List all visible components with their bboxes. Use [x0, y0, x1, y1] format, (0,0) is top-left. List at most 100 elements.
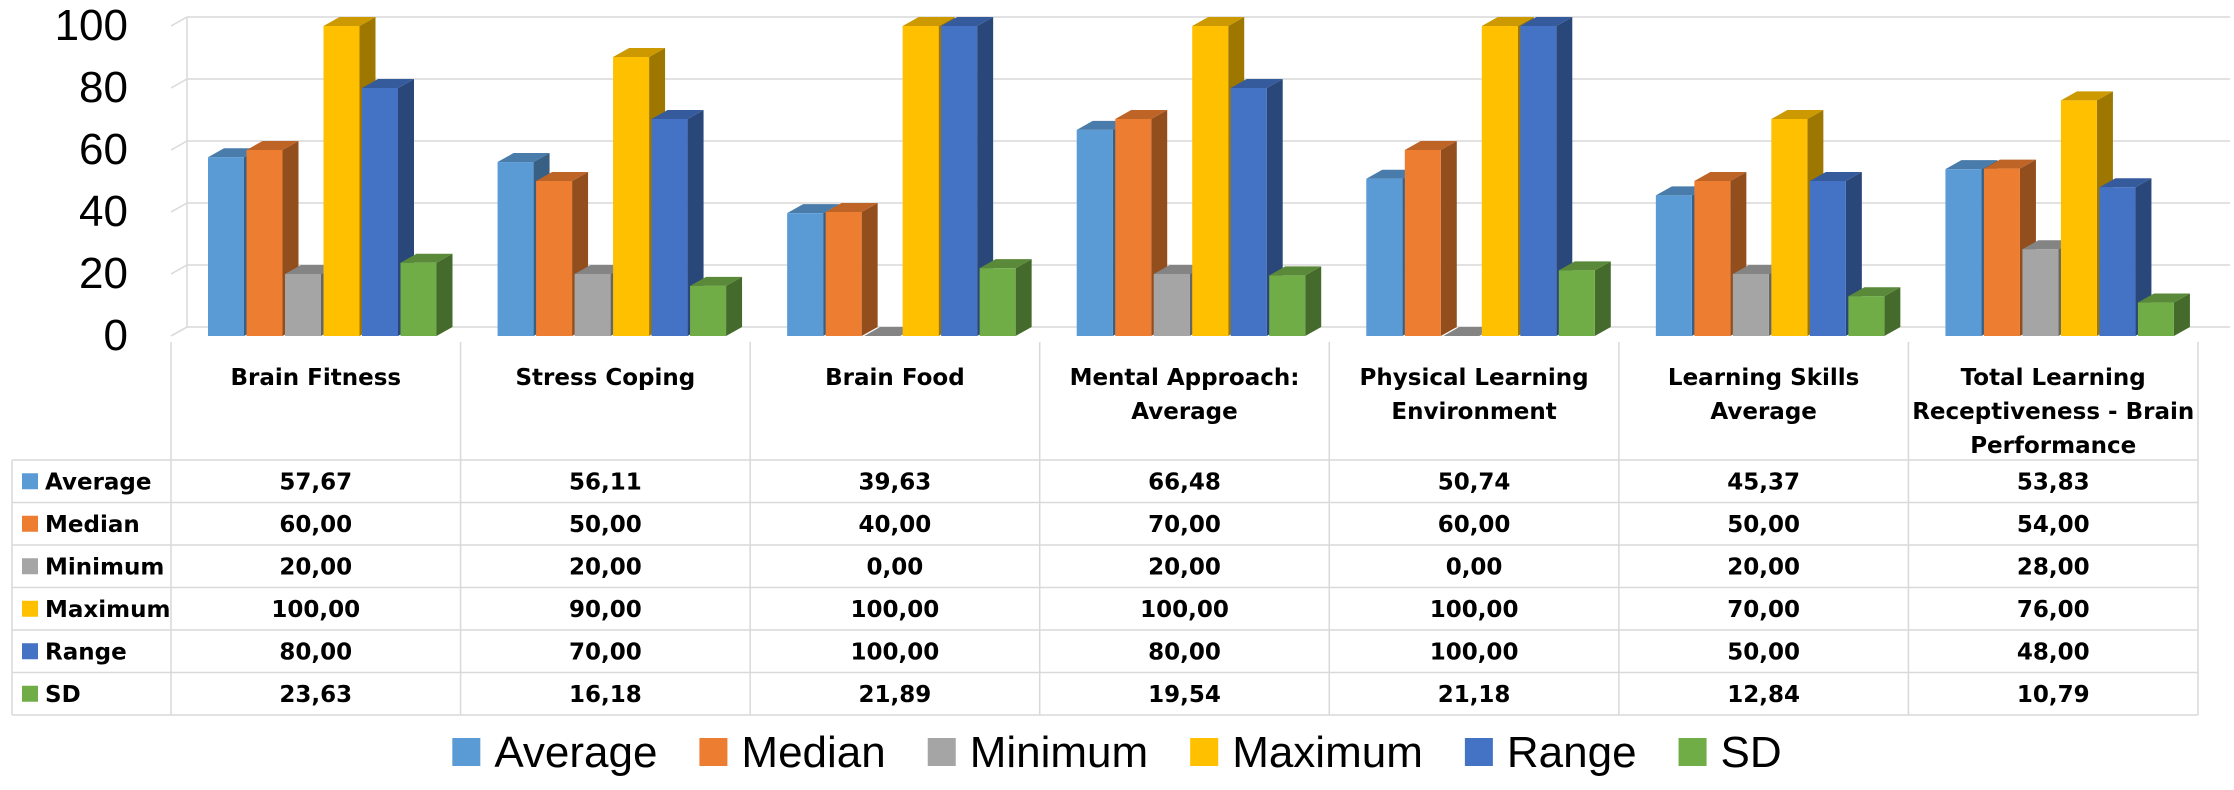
table-cell: 19,54 — [1148, 682, 1221, 708]
bar-median-5 — [1404, 141, 1457, 336]
table-row-key — [22, 558, 38, 575]
category-label: Stress Coping — [515, 365, 695, 391]
bar-range-6 — [1809, 172, 1862, 336]
gridline-depth — [170, 140, 188, 151]
y-tick-label: 40 — [79, 187, 128, 236]
table-cell: 20,00 — [279, 554, 352, 580]
legend-item-range: Range — [1464, 728, 1637, 777]
bar-range-5 — [1520, 17, 1573, 336]
bar-sd-7 — [2137, 293, 2190, 336]
y-tick-label: 0 — [104, 311, 128, 360]
legend-swatch — [452, 738, 481, 766]
table-cell: 21,18 — [1438, 682, 1511, 708]
legend-item-sd: SD — [1678, 728, 1782, 777]
legend-label: Average — [494, 728, 657, 777]
table-cell: 70,00 — [1727, 597, 1800, 623]
table-cell: 28,00 — [2017, 554, 2090, 580]
bar-sd-2 — [690, 276, 743, 336]
table-cell: 40,00 — [859, 512, 932, 538]
table-cell: 100,00 — [851, 639, 940, 665]
bars — [208, 17, 2190, 337]
legend: Average Median Minimum Maximum Range SD — [452, 728, 1782, 777]
table-cell: 21,89 — [859, 682, 932, 708]
bar-sd-1 — [400, 253, 453, 336]
legend-label: Maximum — [1232, 728, 1423, 777]
table-cell: 50,00 — [1727, 512, 1800, 538]
table-cell: 57,67 — [279, 469, 352, 495]
legend-label: Range — [1507, 728, 1637, 777]
table-cell: 100,00 — [271, 597, 360, 623]
gridline-depth — [170, 202, 188, 213]
bar-range-7 — [2099, 178, 2152, 336]
legend-label: Median — [741, 728, 885, 777]
table-cell: 50,00 — [1727, 639, 1800, 665]
y-tick-label: 60 — [79, 125, 128, 174]
table-cell: 100,00 — [1140, 597, 1229, 623]
table-row-label: Range — [45, 639, 127, 665]
table-cell: 80,00 — [1148, 639, 1221, 665]
table-row-key — [22, 473, 38, 490]
bar-range-3 — [941, 17, 994, 336]
table-cell: 0,00 — [867, 554, 924, 580]
category-label: Mental Approach: Average — [1070, 365, 1300, 425]
table-cell: 50,00 — [569, 512, 642, 538]
table-cell: 70,00 — [1148, 512, 1221, 538]
gridline-depth — [170, 16, 188, 27]
table-cell: 20,00 — [1148, 554, 1221, 580]
table-cell: 20,00 — [569, 554, 642, 580]
table-cell: 10,79 — [2017, 682, 2090, 708]
bar-range-2 — [651, 110, 704, 336]
bar-sd-6 — [1848, 287, 1901, 336]
bar-median-3 — [825, 203, 878, 336]
legend-item-minimum: Minimum — [927, 728, 1148, 777]
legend-label: Minimum — [970, 728, 1148, 777]
table-cell: 66,48 — [1148, 469, 1221, 495]
floor-edge — [170, 326, 188, 337]
table-row-label: Median — [45, 512, 140, 538]
gridline-depth — [170, 78, 188, 89]
table-row-label: Average — [45, 469, 152, 495]
y-tick-label: 100 — [55, 1, 128, 50]
category-label: Brain Fitness — [230, 365, 401, 391]
table-cell: 100,00 — [1430, 639, 1519, 665]
table-row-label: Minimum — [45, 554, 164, 580]
legend-swatch — [1678, 738, 1707, 766]
bar-median-2 — [536, 172, 589, 336]
table-cell: 16,18 — [569, 682, 642, 708]
table-cell: 70,00 — [569, 639, 642, 665]
y-axis: 0 20 40 60 80 100 — [55, 1, 128, 360]
table-cell: 0,00 — [1446, 554, 1503, 580]
y-tick-label: 80 — [79, 63, 128, 112]
table-cell: 48,00 — [2017, 639, 2090, 665]
legend-swatch — [927, 738, 956, 766]
table-row-label: Maximum — [45, 597, 170, 623]
legend-swatch — [1464, 738, 1493, 766]
table-cell: 56,11 — [569, 469, 642, 495]
table-cell: 45,37 — [1727, 469, 1800, 495]
table-cell: 20,00 — [1727, 554, 1800, 580]
legend-swatch — [1190, 738, 1219, 766]
table-row-key — [22, 685, 38, 702]
category-label: Physical Learning Environment — [1360, 365, 1589, 425]
table-cell: 60,00 — [279, 512, 352, 538]
table-row-key — [22, 643, 38, 660]
table-cell: 60,00 — [1438, 512, 1511, 538]
table-cell: 53,83 — [2017, 469, 2090, 495]
table-row-label: SD — [45, 682, 81, 708]
legend-swatch — [699, 738, 728, 766]
table-cell: 100,00 — [851, 597, 940, 623]
table-cell: 100,00 — [1430, 597, 1519, 623]
table-row-key — [22, 515, 38, 532]
table-row-key — [22, 600, 38, 617]
legend-item-average: Average — [452, 728, 657, 777]
table-cell: 50,74 — [1438, 469, 1511, 495]
gridline-depth — [170, 264, 188, 275]
table-cell: 12,84 — [1727, 682, 1800, 708]
legend-item-median: Median — [699, 728, 886, 777]
data-table: Brain Fitness Stress Coping Brain Food Ment… — [11, 342, 2199, 716]
table-cell: 39,63 — [859, 469, 932, 495]
y-tick-label: 20 — [79, 249, 128, 298]
category-label: Brain Food — [825, 365, 965, 391]
bar-sd-4 — [1269, 266, 1322, 336]
